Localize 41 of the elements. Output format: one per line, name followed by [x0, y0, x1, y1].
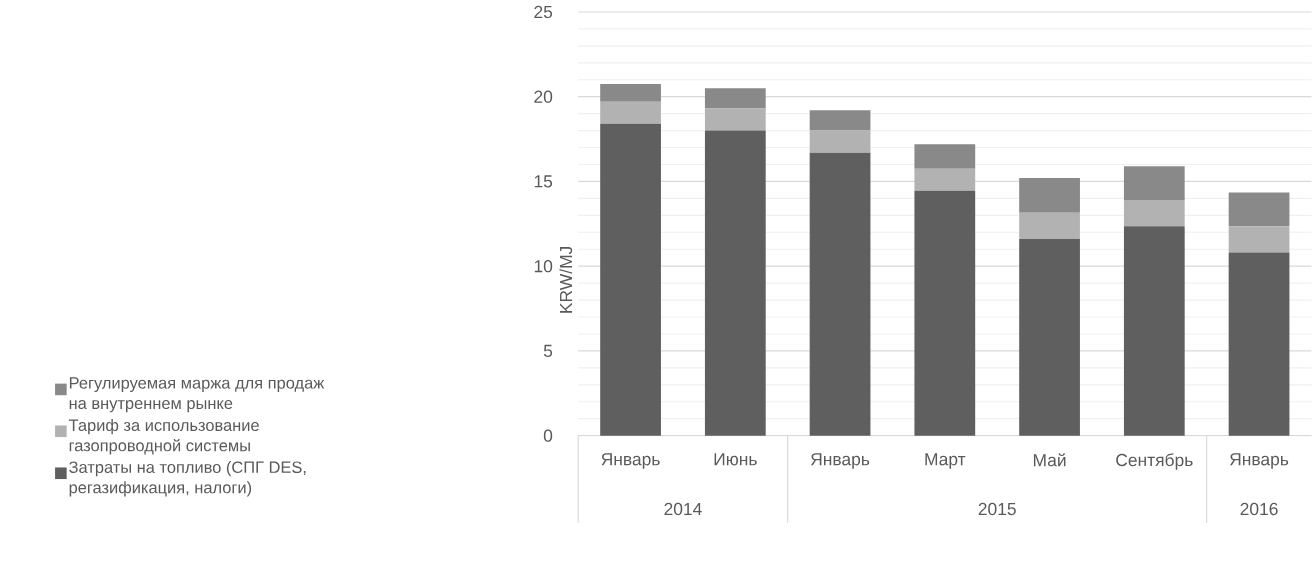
- bar: [809, 152, 871, 436]
- y-tick-label: 5: [543, 344, 553, 357]
- y-tick-label: 0: [543, 429, 553, 442]
- bar: [1228, 226, 1290, 253]
- bar: [600, 101, 661, 124]
- bar: [914, 168, 976, 191]
- x-tick-label: Май: [1033, 453, 1066, 467]
- legend-label: Затраты на топливо (СПГ DES, регазификация, налоги): [69, 460, 306, 497]
- x-tick-label: Январь: [811, 453, 870, 469]
- bar: [914, 144, 976, 169]
- text: 2015: [978, 502, 1016, 516]
- y-tick-label: 15: [534, 175, 553, 188]
- x-tick-label: Январь: [1230, 453, 1289, 469]
- x-tick-label: Март: [925, 453, 966, 469]
- bar: [704, 88, 766, 109]
- bar: [1228, 192, 1290, 227]
- bar: [704, 130, 766, 436]
- bar: [1019, 177, 1080, 213]
- bar: [809, 110, 871, 131]
- text: 2016: [1240, 502, 1278, 516]
- bar: [1123, 226, 1185, 436]
- bar: [1228, 252, 1290, 436]
- x-tick-label: Январь: [601, 453, 660, 469]
- bar: [704, 108, 766, 131]
- bar: [809, 130, 871, 153]
- bar: [1019, 238, 1080, 436]
- bar: [914, 190, 976, 436]
- x-tick-label: Сентябрь: [1116, 453, 1193, 470]
- y-axis-title: KRW/MJ: [559, 246, 573, 313]
- y-tick-label: 10: [534, 259, 553, 273]
- text: 2014: [664, 502, 702, 516]
- bar: [1123, 200, 1185, 227]
- bar: [600, 83, 661, 102]
- y-tick-label: 25: [534, 5, 553, 19]
- x-tick-label: Июнь: [714, 453, 757, 466]
- bar: [1019, 212, 1080, 239]
- bar: [1123, 166, 1185, 200]
- bar: [600, 123, 661, 436]
- legend-label: Тариф за использование газопроводной системы: [68, 418, 259, 455]
- y-tick-label: 20: [534, 90, 553, 103]
- legend-label: Регулируемая маржа для продаж на внутреннем рынке: [69, 377, 325, 413]
